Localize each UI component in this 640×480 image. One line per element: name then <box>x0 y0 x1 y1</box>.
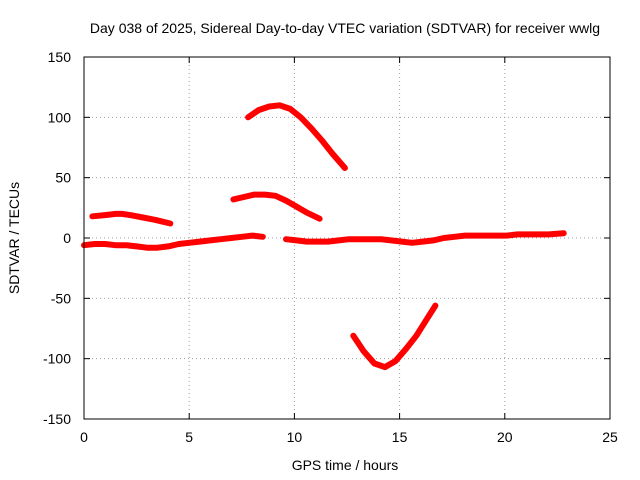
y-tick-label: 0 <box>63 230 71 246</box>
y-tick-label: -50 <box>51 290 71 306</box>
x-tick-label: 20 <box>497 429 513 445</box>
x-tick-label: 25 <box>602 429 618 445</box>
x-tick-label: 10 <box>287 429 303 445</box>
y-tick-label: 50 <box>55 170 71 186</box>
x-tick-label: 5 <box>185 429 193 445</box>
series-layer <box>81 102 567 371</box>
x-tick-label: 15 <box>392 429 408 445</box>
x-axis-label: GPS time / hours <box>292 457 399 473</box>
chart-title: Day 038 of 2025, Sidereal Day-to-day VTE… <box>90 20 600 36</box>
series-arc2 <box>89 210 174 227</box>
series-arc1 <box>81 232 266 251</box>
series-arc4 <box>230 191 323 222</box>
series-arc3 <box>245 102 348 171</box>
y-axis-label: SDTVAR / TECUs <box>6 182 22 294</box>
y-tick-label: -150 <box>43 411 71 427</box>
tick-layer: 0 5 10 15 20 25 -150 -100 -50 0 50 100 150 <box>43 49 618 445</box>
y-tick-label: 150 <box>48 49 72 65</box>
x-tick-label: 0 <box>80 429 88 445</box>
y-tick-label: -100 <box>43 351 71 367</box>
y-tick-label: 100 <box>48 109 72 125</box>
series-arc6 <box>350 302 439 371</box>
series-arc5 <box>283 230 567 246</box>
